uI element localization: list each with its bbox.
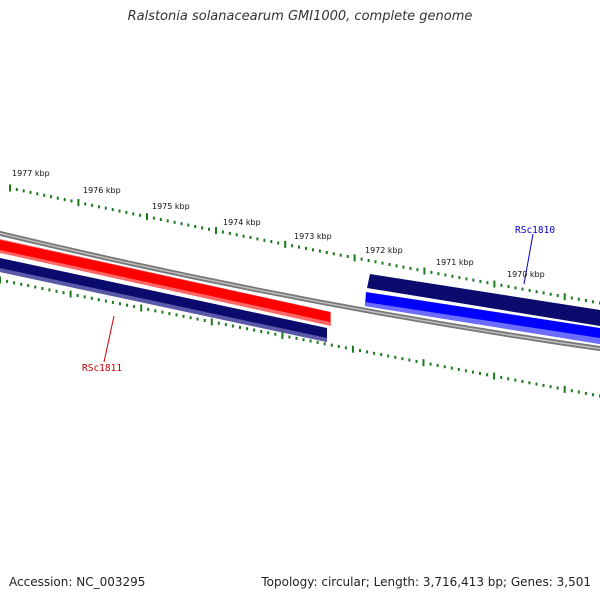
genome-backbone [0, 230, 600, 352]
gene-label-rsc1810[interactable]: RSc1810 [515, 225, 555, 236]
gene-rsc1810-navy-bar[interactable] [367, 274, 600, 326]
tick-label-1977: 1977 kbp [12, 169, 50, 178]
inner-tick-ring [0, 276, 600, 398]
backbone-highlight [0, 232, 600, 350]
tick-label-1975: 1975 kbp [152, 202, 190, 211]
genome-summary-text: Topology: circular; Length: 3,716,413 bp… [261, 575, 591, 589]
gene-label-rsc1811[interactable]: RSc1811 [82, 363, 122, 374]
rsc1811-leader-line [103, 315, 115, 363]
gene-rsc1810-blue-shadow [365, 302, 600, 344]
tick-label-1972: 1972 kbp [365, 246, 403, 255]
gene-rsc1811-feature[interactable] [0, 239, 331, 342]
accession-text: Accession: NC_003295 [9, 575, 146, 589]
outer-tick-ring [9, 184, 600, 305]
map-title: Ralstonia solanacearum GMI1000, complete… [127, 9, 473, 24]
tick-label-1974: 1974 kbp [223, 218, 261, 227]
gene-rsc1811-red-bar[interactable] [0, 240, 330, 322]
gene-rsc1811-navy-shadow [0, 268, 327, 342]
tick-label-1973: 1973 kbp [294, 232, 332, 241]
tick-label-1971: 1971 kbp [436, 258, 474, 267]
gene-rsc1810-feature[interactable] [365, 274, 600, 344]
rsc1810-leader-line [523, 233, 534, 285]
tick-label-1976: 1976 kbp [83, 186, 121, 195]
